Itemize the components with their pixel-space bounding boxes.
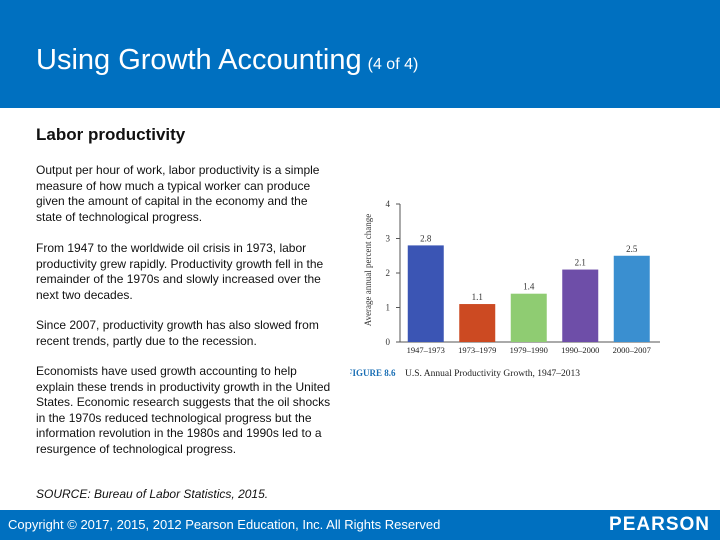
bar-1973–1979 [459,304,496,342]
category-label: 1947–1973 [407,345,445,355]
bar-1990–2000 [562,269,599,342]
category-label: 1990–2000 [561,345,599,355]
category-label: 2000–2007 [613,345,651,355]
value-label: 2.8 [420,233,432,243]
slide-title-main: Using Growth Accounting [36,44,362,76]
value-label: 2.1 [575,258,586,268]
productivity-chart: Average annual percent change 0 1 2 3 4 2.8 1… [350,199,660,379]
source-note: SOURCE: Bureau of Labor Statistics, 2015… [36,487,269,501]
section-heading: Labor productivity [36,125,186,144]
paragraph-explanation: Economists have used growth accounting t… [36,364,331,456]
y-tick-label: 4 [386,199,391,209]
paragraph-recent: Since 2007, productivity growth has also… [36,318,319,348]
title-bar: Using Growth Accounting (4 of 4) [0,0,720,108]
category-label: 1973–1979 [458,345,496,355]
footer-bar: Copyright © 2017, 2015, 2012 Pearson Edu… [0,510,720,540]
pearson-logo: PEARSON [609,514,710,535]
y-tick-label: 0 [386,337,391,347]
category-label: 1979–1990 [510,345,548,355]
bar-2000–2007 [613,255,650,342]
value-label: 1.4 [523,282,535,292]
chart-title: U.S. Annual Productivity Growth, 1947–20… [405,369,580,379]
value-label: 2.5 [626,244,638,254]
value-label: 1.1 [472,292,483,302]
bar-1947–1973 [407,245,444,342]
paragraph-definition: Output per hour of work, labor productiv… [36,163,320,224]
y-tick-label: 2 [386,268,391,278]
copyright-text: Copyright © 2017, 2015, 2012 Pearson Edu… [8,517,441,532]
y-tick-label: 1 [386,303,391,313]
bar-1979–1990 [510,293,547,342]
y-axis-label: Average annual percent change [363,214,373,327]
paragraph-history: From 1947 to the worldwide oil crisis in… [36,241,324,302]
slide-title: Using Growth Accounting (4 of 4) [36,44,418,77]
y-tick-label: 3 [386,234,391,244]
figure-label: FIGURE 8.6 [350,368,396,378]
slide-title-sub: (4 of 4) [367,56,419,73]
